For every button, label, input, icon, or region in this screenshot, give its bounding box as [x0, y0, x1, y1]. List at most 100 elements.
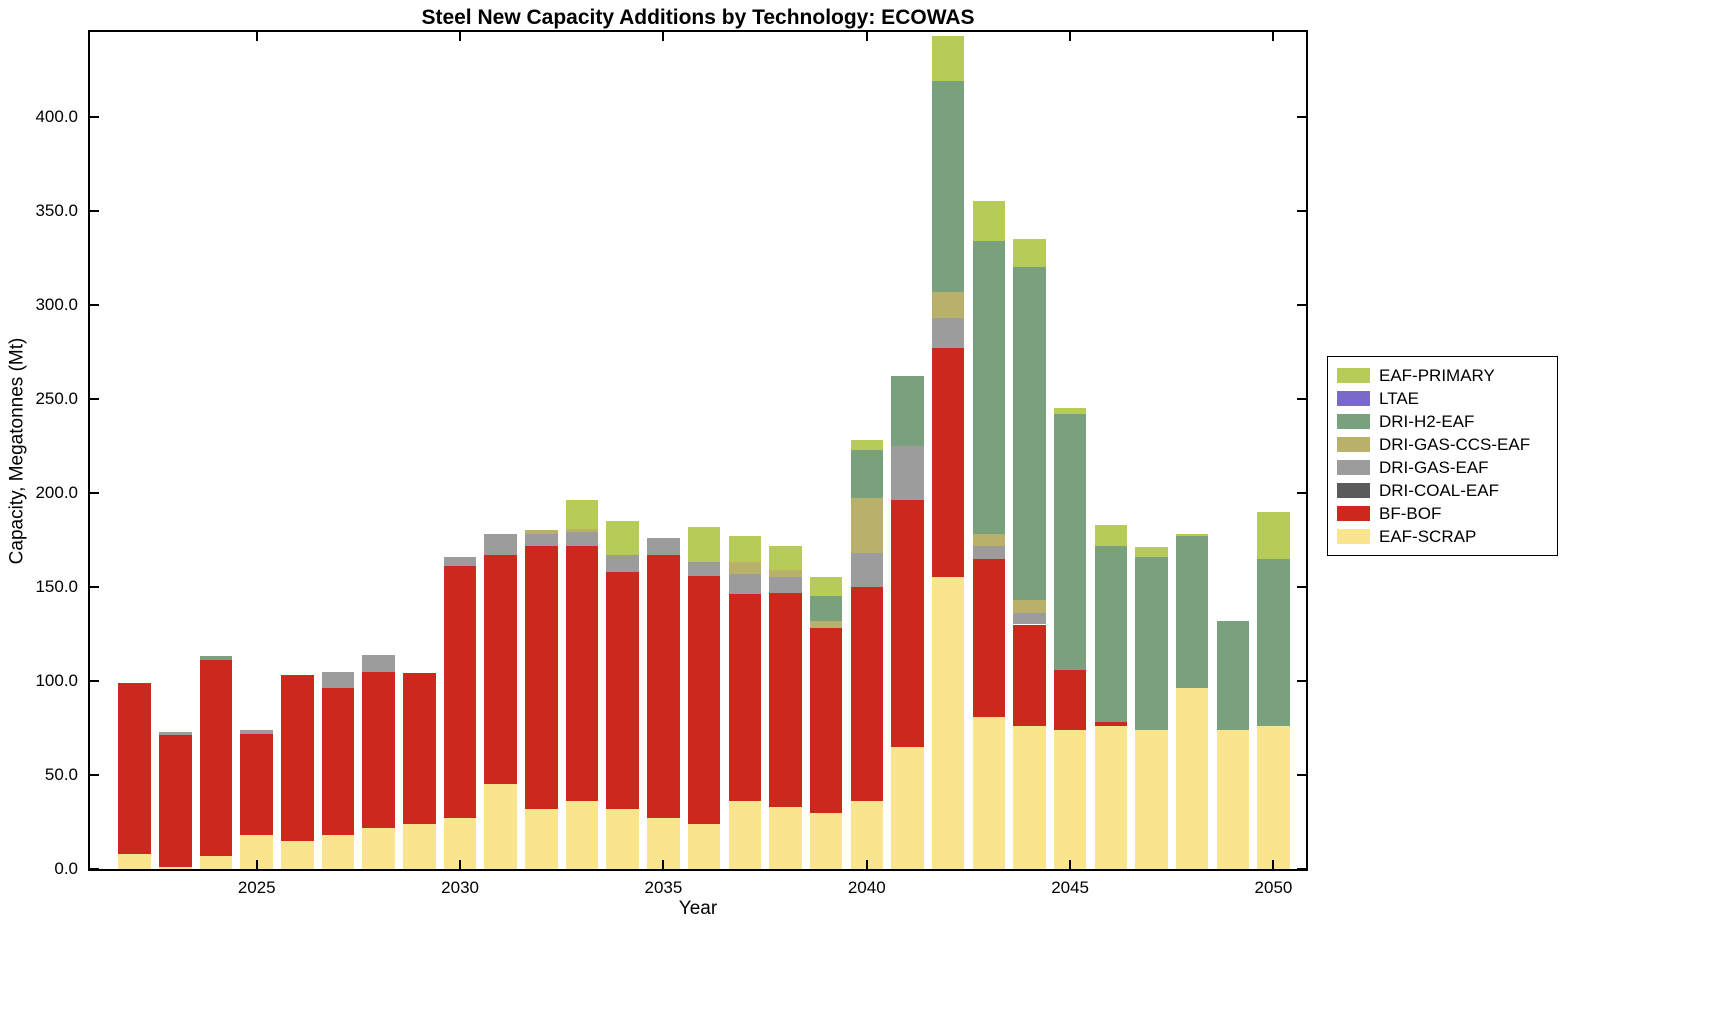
- y-tick: [1297, 585, 1306, 588]
- bar-segment-2027-bf-bof: [321, 688, 355, 836]
- bar-segment-2039-eaf-primary: [809, 577, 843, 597]
- bar-segment-2041-dri-h2-eaf: [891, 376, 924, 446]
- bar-segment-2034-eaf-scrap: [606, 808, 640, 869]
- bar-segment-2024-bf-bof: [199, 660, 233, 856]
- bar-segment-2032-eaf-scrap: [525, 808, 558, 869]
- x-tick: [1272, 860, 1275, 869]
- bar-segment-2040-bf-bof: [850, 586, 884, 802]
- bar-segment-2048-dri-h2-eaf: [1175, 536, 1209, 689]
- bar-segment-2028-dri-gas-eaf: [362, 654, 395, 672]
- bar-segment-2030-bf-bof: [443, 566, 477, 819]
- bar-segment-2032-dri-gas-eaf: [525, 534, 558, 546]
- bar-segment-2028-bf-bof: [362, 671, 395, 828]
- x-tick: [662, 32, 665, 41]
- legend-label: DRI-GAS-EAF: [1379, 457, 1489, 477]
- legend-item-dri-gas-eaf: DRI-GAS-EAF: [1337, 456, 1548, 479]
- plot-area: [88, 30, 1308, 871]
- bar-segment-2045-dri-h2-eaf: [1053, 413, 1087, 670]
- bar-segment-2044-dri-h2-eaf: [1013, 267, 1046, 601]
- x-tick-label: 2025: [237, 878, 276, 897]
- legend-label: DRI-H2-EAF: [1379, 411, 1475, 431]
- legend-item-eaf-primary: EAF-PRIMARY: [1337, 364, 1548, 387]
- x-tick-label: 2035: [644, 878, 683, 897]
- bar-segment-2050-eaf-scrap: [1257, 726, 1290, 869]
- x-tick: [1272, 32, 1275, 41]
- legend-item-ltae: LTAE: [1337, 387, 1548, 410]
- legend-label: BF-BOF: [1379, 503, 1442, 523]
- bar-segment-2042-eaf-scrap: [931, 577, 965, 869]
- y-tick: [90, 773, 99, 776]
- bar-segment-2041-eaf-scrap: [891, 746, 924, 869]
- bar-segment-2039-dri-h2-eaf: [809, 596, 843, 621]
- bar-segment-2034-bf-bof: [606, 571, 640, 809]
- legend-swatch-icon: [1337, 529, 1370, 544]
- bar-segment-2035-bf-bof: [647, 554, 680, 819]
- bar-segment-2038-bf-bof: [769, 592, 802, 807]
- bar-segment-2049-eaf-scrap: [1216, 729, 1250, 869]
- x-tick-label: 2050: [1254, 878, 1293, 897]
- bar-segment-2036-eaf-scrap: [687, 823, 721, 869]
- bar-segment-2025-dri-gas-eaf: [240, 729, 273, 734]
- bar-segment-2045-eaf-primary: [1053, 408, 1087, 414]
- bar-segment-2046-eaf-primary: [1094, 524, 1128, 546]
- x-tick: [459, 32, 462, 41]
- y-tick-label: 250.0: [35, 388, 78, 408]
- y-tick: [1297, 491, 1306, 494]
- bar-segment-2027-eaf-scrap: [321, 835, 355, 869]
- bar-segment-2042-dri-h2-eaf: [931, 80, 965, 292]
- y-tick: [1297, 397, 1306, 400]
- bar-segment-2040-dri-gas-eaf: [850, 553, 884, 587]
- bar-segment-2048-eaf-primary: [1175, 534, 1209, 537]
- bar-segment-2047-eaf-primary: [1135, 547, 1168, 557]
- bar-segment-2029-eaf-scrap: [403, 823, 436, 869]
- bar-segment-2040-eaf-scrap: [850, 801, 884, 869]
- bar-segment-2029-bf-bof: [403, 673, 436, 824]
- bar-segment-2042-dri-gas-eaf: [931, 317, 965, 348]
- y-tick: [1297, 115, 1306, 118]
- bar-segment-2043-dri-gas-eaf: [972, 545, 1006, 559]
- bar-segment-2044-eaf-primary: [1013, 238, 1046, 268]
- bar-segment-2039-eaf-scrap: [809, 812, 843, 869]
- legend-label: EAF-PRIMARY: [1379, 365, 1495, 385]
- bar-segment-2036-eaf-primary: [687, 526, 721, 563]
- x-tick-label: 2030: [441, 878, 479, 897]
- bar-segment-2033-dri-gas-ccs-eaf: [565, 528, 599, 533]
- bar-segment-2024-eaf-scrap: [199, 855, 233, 869]
- bar-segment-2037-bf-bof: [728, 594, 762, 802]
- bar-segment-2042-bf-bof: [931, 348, 965, 578]
- x-tick: [865, 32, 868, 41]
- x-tick: [459, 860, 462, 869]
- y-tick-label: 300.0: [35, 294, 78, 314]
- y-tick: [90, 303, 99, 306]
- bar-segment-2034-dri-gas-eaf: [606, 554, 640, 572]
- legend-item-eaf-scrap: EAF-SCRAP: [1337, 525, 1548, 548]
- bar-segment-2034-eaf-primary: [606, 521, 640, 555]
- y-tick: [1297, 868, 1306, 870]
- y-tick-label: 350.0: [35, 200, 78, 220]
- bar-segment-2050-eaf-primary: [1257, 511, 1290, 559]
- bar-segment-2048-eaf-scrap: [1175, 688, 1209, 869]
- bar-segment-2028-eaf-scrap: [362, 827, 395, 869]
- bar-segment-2042-dri-gas-ccs-eaf: [931, 291, 965, 318]
- bar-segment-2040-dri-h2-eaf: [850, 449, 884, 499]
- legend-label: EAF-SCRAP: [1379, 526, 1477, 546]
- legend-swatch-icon: [1337, 460, 1370, 475]
- legend-item-dri-coal-eaf: DRI-COAL-EAF: [1337, 479, 1548, 502]
- y-tick: [1297, 773, 1306, 776]
- x-tick-label: 2045: [1051, 878, 1090, 897]
- y-tick: [90, 397, 99, 400]
- bar-segment-2026-bf-bof: [281, 675, 314, 841]
- legend-item-dri-gas-ccs-eaf: DRI-GAS-CCS-EAF: [1337, 433, 1548, 456]
- bar-segment-2044-dri-gas-ccs-eaf: [1013, 600, 1046, 614]
- y-tick: [90, 679, 99, 682]
- y-tick: [90, 868, 99, 870]
- bar-segment-2031-eaf-scrap: [484, 784, 518, 869]
- bar-segment-2046-bf-bof: [1094, 722, 1128, 727]
- bar-segment-2022-eaf-scrap: [118, 853, 151, 869]
- bar-segment-2037-dri-gas-ccs-eaf: [728, 562, 762, 574]
- bar-segment-2040-eaf-primary: [850, 440, 884, 450]
- bar-segment-2040-dri-gas-ccs-eaf: [850, 498, 884, 554]
- x-tick-label: 2040: [847, 878, 886, 897]
- legend-item-dri-h2-eaf: DRI-H2-EAF: [1337, 410, 1548, 433]
